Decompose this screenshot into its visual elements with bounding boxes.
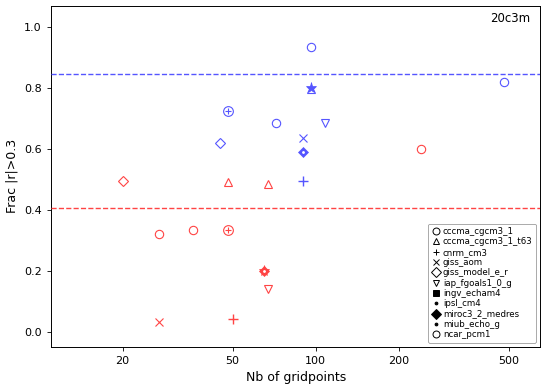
Legend: cccma_cgcm3_1, cccma_cgcm3_1_t63, cnrm_cm3, giss_aom, giss_model_e_r, iap_fgoals: cccma_cgcm3_1, cccma_cgcm3_1_t63, cnrm_c… [428, 224, 536, 342]
X-axis label: Nb of gridpoints: Nb of gridpoints [246, 371, 346, 385]
Text: 20c3m: 20c3m [490, 12, 531, 25]
Y-axis label: Frac |r|>0.3: Frac |r|>0.3 [5, 139, 19, 213]
